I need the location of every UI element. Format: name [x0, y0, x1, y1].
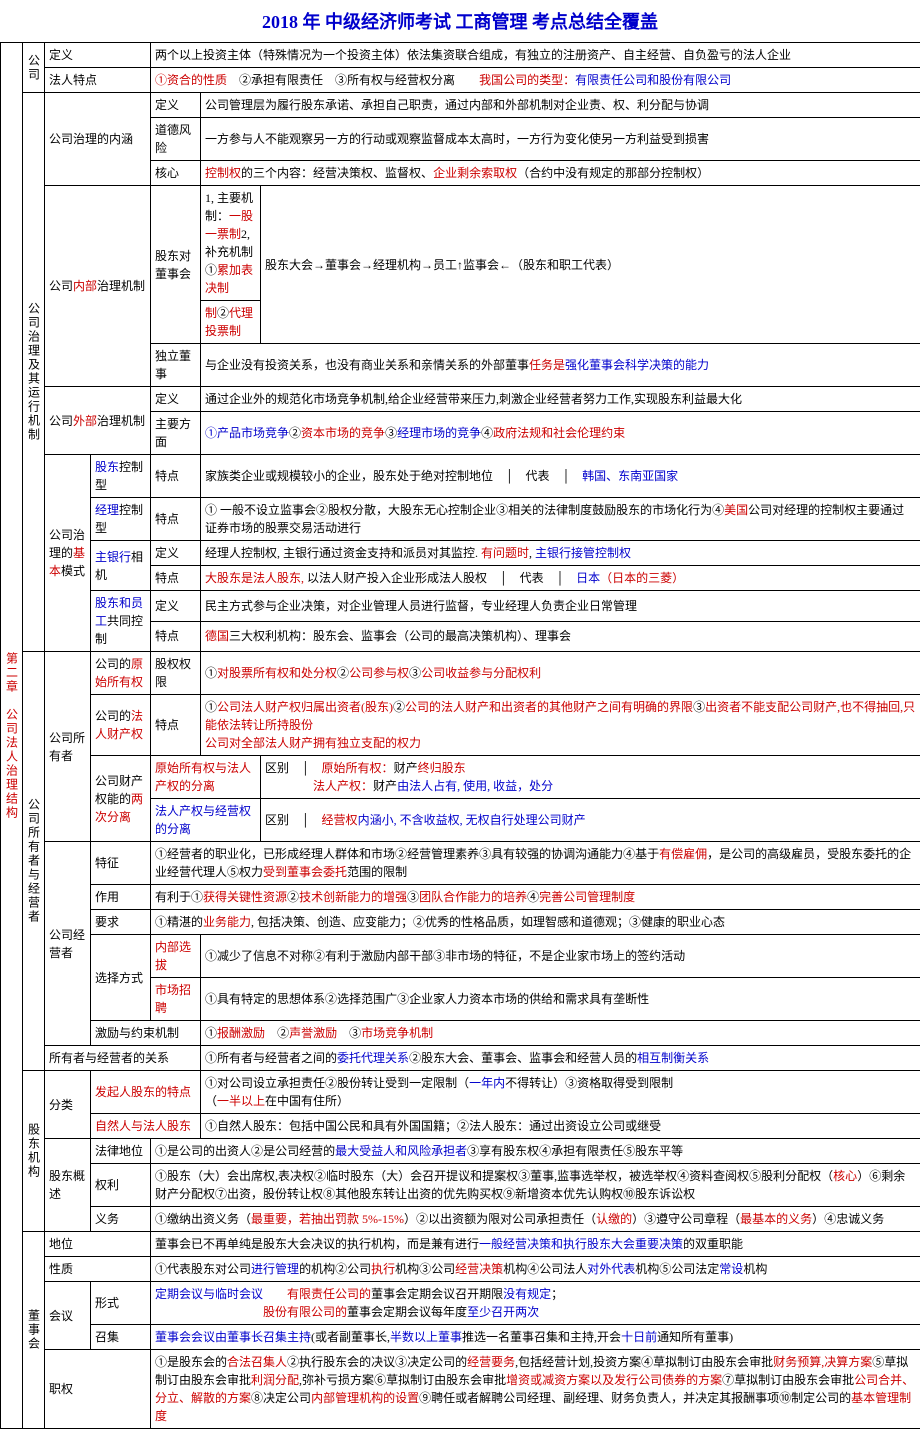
label: 公司的法人财产权 [91, 695, 151, 756]
label: 独立董事 [151, 344, 201, 387]
label: 作用 [91, 885, 151, 910]
label: 公司内部治理机制 [45, 186, 151, 387]
cell: 区别 │ 经营权内涵小, 不含收益权, 无权自行处理公司财产 [261, 799, 920, 842]
label: 公司治理的基本模式 [45, 455, 91, 652]
label: 公司财产权能的两次分离 [91, 756, 151, 842]
cell: 德国三大权利机构：股东会、监事会（公司的最高决策机构）、理事会 [201, 621, 920, 652]
label: 定义 [151, 93, 201, 118]
section-company: 公司 [23, 43, 45, 93]
label: 股东概述 [45, 1139, 91, 1232]
label: 公司经营者 [45, 842, 91, 1046]
label: 特点 [151, 498, 201, 541]
cell: 两个以上投资主体（特殊情况为一个投资主体）依法集资联合组成，有独立的注册资产、自… [151, 43, 920, 68]
section-owner: 公司所有者与经营者 [23, 652, 45, 1071]
label: 性质 [45, 1257, 151, 1282]
cell: 制②代理投票制 [201, 301, 261, 344]
cell: 与企业没有投资关系，也没有商业关系和亲情关系的外部董事任务是强化董事会科学决策的… [201, 344, 920, 387]
label: 激励与约束机制 [91, 1021, 201, 1046]
cell: 1, 主要机制：一股一票制2, 补充机制①累加表决制 [201, 186, 261, 301]
label: 自然人与法人股东 [91, 1114, 201, 1139]
chapter-side: 第二章 公司法人治理结构 [1, 43, 23, 1429]
cell: ①代表股东对公司进行管理的机构②公司执行机构③公司经营决策机构④公司法人对外代表… [151, 1257, 920, 1282]
label: 会议 [45, 1282, 91, 1350]
label: 主要方面 [151, 412, 201, 455]
cell: 原始所有权与法人产权的分离 [151, 756, 261, 799]
label: 股权权限 [151, 652, 201, 695]
label: 定义 [151, 387, 201, 412]
cell: 一方参与人不能观察另一方的行动或观察监督成本太高时，一方行为变化使另一方利益受到… [201, 118, 920, 161]
cell: 经理人控制权, 主银行通过资金支持和派员对其监控. 有问题时, 主银行接管控制权 [201, 541, 920, 566]
label: 公司治理的内涵 [45, 93, 151, 186]
cell: 定期会议与临时会议 有限责任公司的董事会定期会议召开期限没有规定； 股份有限公司… [151, 1282, 920, 1325]
label: 核心 [151, 161, 201, 186]
cell: 民主方式参与企业决策，对企业管理人员进行监督，专业经理人负责企业日常管理 [201, 591, 920, 622]
label: 经理控制型 [91, 498, 151, 541]
cell: ①对公司设立承担责任②股份转让受到一定限制（一年内不得转让）③资格取得受到限制（… [201, 1071, 920, 1114]
cell: ①报酬激励 ②声誉激励 ③市场竞争机制 [201, 1021, 920, 1046]
label: 定义 [151, 591, 201, 622]
label: 特征 [91, 842, 151, 885]
label: 所有者与经营者的关系 [45, 1046, 201, 1071]
cell: ①自然人股东：包括中国公民和具有外国国籍；②法人股东：通过出资设立公司或继受 [201, 1114, 920, 1139]
label: 股东对董事会 [151, 186, 201, 344]
label: 公司所有者 [45, 652, 91, 842]
label: 主银行相机 [91, 541, 151, 591]
label: 法人特点 [45, 68, 151, 93]
cell: ①是股东会的合法召集人②执行股东会的决议③决定公司的经营要务,包括经营计划,投资… [151, 1350, 920, 1429]
cell: 法人产权与经营权的分离 [151, 799, 261, 842]
cell: ①资合的性质 ②承担有限责任 ③所有权与经营权分离 我国公司的类型：有限责任公司… [151, 68, 920, 93]
cell: 公司管理层为履行股东承诺、承担自己职责，通过内部和外部机制对企业责、权、利分配与… [201, 93, 920, 118]
cell: ①缴纳出资义务（最重要，若抽出罚款 5%-15%）②以出资额为限对公司承担责任（… [151, 1207, 920, 1232]
cell: 区别 │ 原始所有权：财产终归股东 法人产权：财产由法人占有, 使用, 收益，处… [261, 756, 920, 799]
label: 定义 [45, 43, 151, 68]
label: 权利 [91, 1164, 151, 1207]
label: 市场招聘 [151, 978, 201, 1021]
page-title: 2018 年 中级经济师考试 工商管理 考点总结全覆盖 [0, 0, 920, 42]
label: 特点 [151, 695, 201, 756]
label: 义务 [91, 1207, 151, 1232]
label: 形式 [91, 1282, 151, 1325]
label: 股东和员工共同控制 [91, 591, 151, 652]
cell: 股东大会→董事会→经理机构→员工↑监事会←（股东和职工代表） [261, 186, 920, 344]
cell: ①经营者的职业化，已形成经理人群体和市场②经营管理素养③具有较强的协调沟通能力④… [151, 842, 920, 885]
label: 职权 [45, 1350, 151, 1429]
section-board: 董事会 [23, 1232, 45, 1429]
cell: ①减少了信息不对称②有利于激励内部干部③非市场的特征，不是企业家市场上的签约活动 [201, 935, 920, 978]
section-governance: 公司治理及其运行机制 [23, 93, 45, 652]
label: 内部选拔 [151, 935, 201, 978]
cell: 有利于①获得关键性资源②技术创新能力的增强③团队合作能力的培养④完善公司管理制度 [151, 885, 920, 910]
label: 股东控制型 [91, 455, 151, 498]
cell: ①公司法人财产权归属出资者(股东)②公司的法人财产和出资者的其他财产之间有明确的… [201, 695, 920, 756]
label: 定义 [151, 541, 201, 566]
main-table: 第二章 公司法人治理结构 公司 定义 两个以上投资主体（特殊情况为一个投资主体）… [0, 42, 920, 1429]
label: 选择方式 [91, 935, 151, 1021]
cell: ①具有特定的思想体系②选择范围广③企业家人力资本市场的供给和需求具有垄断性 [201, 978, 920, 1021]
cell: 董事会会议由董事长召集主持(或者副董事长,半数以上董事推选一名董事召集和主持,开… [151, 1325, 920, 1350]
cell: ①是公司的出资人②是公司经营的最大受益人和风险承担者③享有股东权④承担有限责任⑤… [151, 1139, 920, 1164]
cell: 董事会已不再单纯是股东大会决议的执行机构，而是兼有进行一般经营决策和执行股东大会… [151, 1232, 920, 1257]
section-shareholder: 股东机构 [23, 1071, 45, 1232]
label: 道德风险 [151, 118, 201, 161]
label: 公司的原始所有权 [91, 652, 151, 695]
label: 特点 [151, 621, 201, 652]
cell: 通过企业外的规范化市场竞争机制,给企业经营带来压力,刺激企业经营者努力工作,实现… [201, 387, 920, 412]
label: 要求 [91, 910, 151, 935]
cell: 控制权的三个内容：经营决策权、监督权、企业剩余索取权（合约中没有规定的那部分控制… [201, 161, 920, 186]
cell: ①产品市场竞争②资本市场的竞争③经理市场的竞争④政府法规和社会伦理约束 [201, 412, 920, 455]
cell: 大股东是法人股东, 以法人财产投入企业形成法人股权 │ 代表 │ 日本（日本的三… [201, 566, 920, 591]
label: 召集 [91, 1325, 151, 1350]
cell: ①股东（大）会出席权,表决权②临时股东（大）会召开提议和提案权③董事,监事选举权… [151, 1164, 920, 1207]
label: 分类 [45, 1071, 91, 1139]
cell: ①精湛的业务能力, 包括决策、创造、应变能力；②优秀的性格品质，如理智感和道德观… [151, 910, 920, 935]
label: 法律地位 [91, 1139, 151, 1164]
label: 特点 [151, 455, 201, 498]
cell: ① 一般不设立监事会②股权分散，大股东无心控制企业③相关的法律制度鼓励股东的市场… [201, 498, 920, 541]
label: 特点 [151, 566, 201, 591]
cell: 家族类企业或规模较小的企业，股东处于绝对控制地位 │ 代表 │ 韩国、东南亚国家 [201, 455, 920, 498]
label: 地位 [45, 1232, 151, 1257]
label: 公司外部治理机制 [45, 387, 151, 455]
cell: ①所有者与经营者之间的委托代理关系②股东大会、董事会、监事会和经营人员的相互制衡… [201, 1046, 920, 1071]
label: 发起人股东的特点 [91, 1071, 201, 1114]
cell: ①对股票所有权和处分权②公司参与权③公司收益参与分配权利 [201, 652, 920, 695]
